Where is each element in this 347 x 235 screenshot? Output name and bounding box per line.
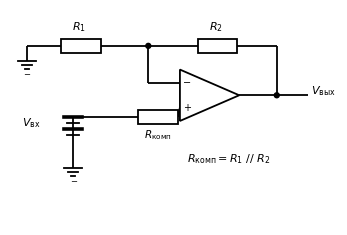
Bar — [61, 39, 101, 53]
Text: $R_1$: $R_1$ — [72, 20, 86, 34]
Text: −: − — [70, 177, 77, 186]
Polygon shape — [180, 70, 239, 121]
Text: −: − — [183, 78, 191, 88]
Circle shape — [274, 93, 279, 98]
Text: $V_{\rm вых}$: $V_{\rm вых}$ — [311, 84, 336, 98]
Text: +: + — [183, 103, 191, 113]
Bar — [138, 110, 178, 124]
Text: $R_{\rm комп} = R_1\ //\ R_2$: $R_{\rm комп} = R_1\ //\ R_2$ — [187, 153, 271, 166]
Text: $R_{\rm комп}$: $R_{\rm комп}$ — [144, 128, 172, 142]
Bar — [198, 39, 237, 53]
Circle shape — [146, 43, 151, 48]
Text: −: − — [23, 70, 30, 79]
Text: $R_2$: $R_2$ — [209, 20, 222, 34]
Text: $V_{\rm вх}$: $V_{\rm вх}$ — [22, 116, 40, 130]
